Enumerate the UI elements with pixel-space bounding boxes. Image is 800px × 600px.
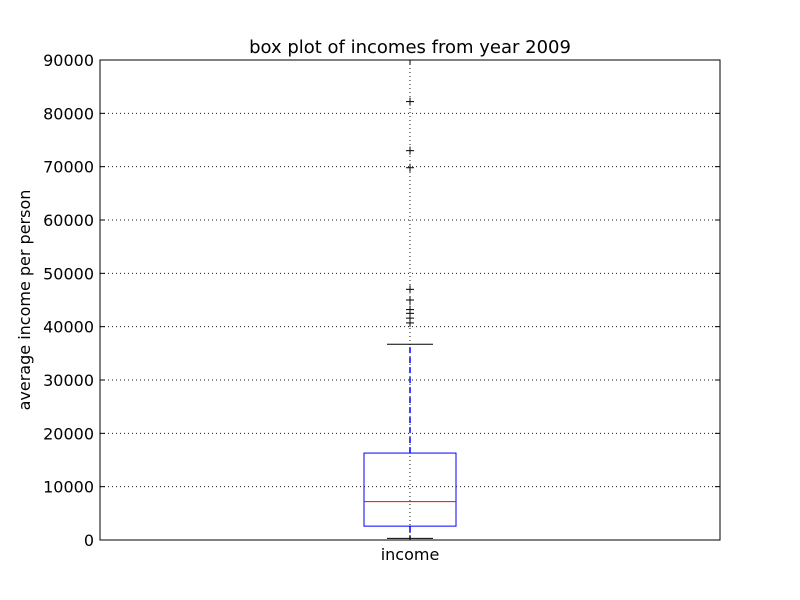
iqr-box (363, 452, 457, 527)
y-tick-label: 10000 (43, 478, 94, 497)
outlier-point (406, 163, 414, 172)
y-tick-label: 60000 (43, 211, 94, 230)
data-layer (363, 97, 457, 539)
outlier-point (406, 285, 414, 294)
y-tick-label: 50000 (43, 264, 94, 283)
tick-layer: 0 10000 20000 30000 40000 50000 60000 70000 8000… (43, 51, 720, 564)
outlier-point (406, 305, 414, 314)
x-tick-label: income (381, 545, 440, 564)
y-tick-label: 90000 (43, 51, 94, 70)
y-tick-label: 30000 (43, 371, 94, 390)
y-axis-label: average income per person (15, 190, 34, 411)
y-tick-label: 0 (84, 531, 94, 550)
y-tick-label: 80000 (43, 104, 94, 123)
y-tick-label: 20000 (43, 424, 94, 443)
outlier-point (406, 146, 414, 155)
y-tick-label: 70000 (43, 158, 94, 177)
chart-title: box plot of incomes from year 2009 (249, 37, 571, 58)
y-tick-label: 40000 (43, 318, 94, 337)
outlier-point (406, 296, 414, 304)
outlier-point (406, 97, 414, 106)
